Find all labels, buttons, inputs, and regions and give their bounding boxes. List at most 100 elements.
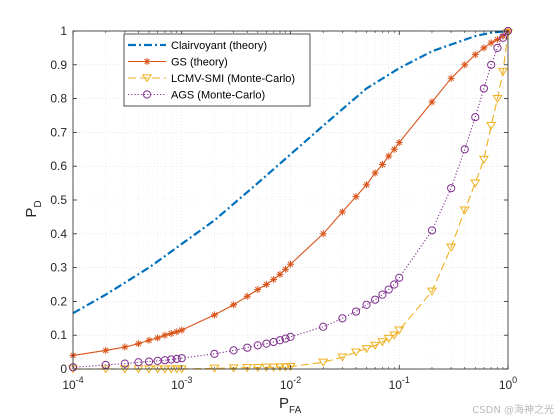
y-tick-labels: 0 0.1 0.2 0.3 0.4 0.5 0.6 0.7 0.8 0.9 1 [50,24,67,376]
series-2-point [262,281,270,288]
series-3-point [337,353,348,362]
series-3-point [261,363,272,372]
series-line-1 [72,29,509,315]
series-3-point [252,363,263,373]
legend-marker-sample [141,74,153,83]
series-4-point [493,43,502,53]
series-3-point [350,348,362,357]
series-2-point [371,169,379,177]
series-layer [67,26,514,374]
series-4-point [390,280,399,289]
series-3-point [478,155,489,164]
legend-label: Clairvoyant (theory) [171,40,267,52]
series-2-point [493,35,501,43]
series-3-point [389,331,400,340]
y-tick-label: 0.4 [50,227,67,241]
series-4-point [281,334,290,343]
series-4-point [172,354,181,363]
y-tick-label: 0.5 [50,193,67,207]
series-3-point [426,287,438,296]
series-4-point [253,341,262,350]
series-4-point [395,273,404,282]
series-2-point [134,340,142,348]
series-2-point [276,270,284,278]
series-2-point [385,152,393,160]
x-tick-label: 10-4 [62,375,83,392]
series-4-point [177,354,186,363]
series-2-point [319,230,327,238]
series-3-point [470,179,481,188]
legend-entry-2: GS (theory) [128,57,228,69]
series-2-point [487,39,495,47]
series-3-point [370,341,381,350]
series-3-point [361,345,372,354]
series-3-point [318,358,329,367]
series-2-point [352,193,360,201]
series-4-point [210,349,219,358]
series-2-point [428,98,436,106]
series-4-point [351,307,361,316]
series-2-point [154,334,162,342]
series-4-point [378,290,387,299]
x-tick-label: 10-1 [389,375,410,392]
series-3-point [268,363,279,372]
y-axis-label-subscript: D [33,200,44,207]
series-4-point [460,145,469,154]
series-2-point [282,265,290,273]
legend-entry-3: LCMV-SMI (Monte-Carlo) [128,73,295,85]
series-3-point [285,362,296,372]
y-tick-label: 1 [60,24,67,38]
series-2-point [161,331,169,339]
y-tick-label: 0.6 [50,159,67,173]
legend-label: AGS (Monte-Carlo) [171,90,265,102]
series-2-point [173,328,181,336]
legend-marker-sample [143,58,151,65]
series-4-point [447,184,456,193]
series-4-point [479,84,488,93]
series-3-point [446,243,457,252]
series-2-point [121,343,129,351]
y-tick-label: 0.1 [50,328,67,342]
series-3-point [280,363,291,372]
legend: Clairvoyant (theory) GS (theory) LCMV-SMI … [123,33,311,107]
series-4-point [286,332,295,341]
series-2-point [167,330,175,338]
series-2-point [363,181,371,189]
x-tick-label: 10-3 [171,375,192,392]
series-4-point [243,343,252,352]
legend-entry-1: Clairvoyant (theory) [128,40,267,52]
series-3-point [486,121,497,131]
y-tick-label: 0.8 [50,92,67,106]
series-4-point [471,113,480,122]
series-4-point [160,356,170,365]
series-2-point [471,51,479,59]
y-tick-label: 0 [60,362,67,376]
series-2-point [461,61,469,69]
series-3-point [497,67,509,77]
series-2-point [480,44,488,52]
legend-marker-sample [142,90,152,99]
series-3-point [459,206,470,215]
series-4-point [134,358,143,367]
series-4-point [371,295,380,304]
y-tick-label: 0.7 [50,125,67,139]
series-2-point [243,292,251,300]
series-3-point [492,94,503,104]
series-4-point [384,285,393,294]
series-4-point [362,300,371,309]
series-2-point [447,74,455,82]
series-3-point [274,363,286,372]
series-4-point [269,337,278,347]
series-3-point [209,364,220,373]
series-2-point [390,145,398,153]
series-2-point [287,260,294,268]
watermark: CSDN @海神之光 [472,403,554,416]
series-2-point [254,286,262,294]
series-2-point [270,275,278,283]
y-tick-label: 0.3 [50,261,67,275]
y-tick-label: 0.2 [50,294,67,308]
series-2 [69,27,512,359]
series-4-point [498,33,508,42]
x-axis-label-main: P [279,395,289,412]
